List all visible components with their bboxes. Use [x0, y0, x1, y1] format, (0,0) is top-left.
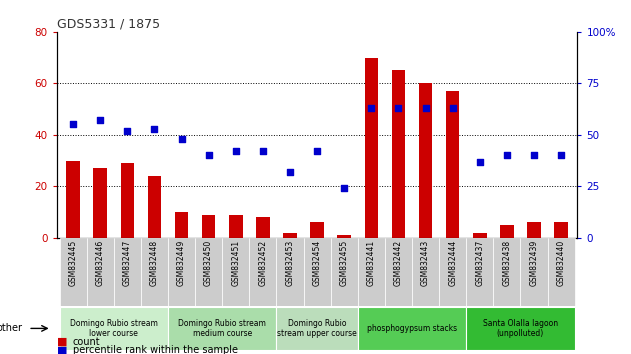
Bar	[365, 58, 378, 238]
Bar	[175, 212, 188, 238]
Text: Domingo Rubio
stream upper course: Domingo Rubio stream upper course	[277, 319, 357, 338]
Bar	[358, 238, 385, 306]
Point	[312, 148, 322, 154]
Bar	[141, 238, 168, 306]
Text: ■: ■	[57, 346, 68, 354]
Bar	[283, 233, 297, 238]
Point	[393, 105, 403, 111]
Point	[122, 128, 133, 133]
Text: GSM832447: GSM832447	[123, 240, 132, 286]
Bar	[473, 233, 487, 238]
Bar	[276, 238, 304, 306]
Text: GSM832440: GSM832440	[557, 240, 565, 286]
Bar	[412, 238, 439, 306]
Text: GDS5331 / 1875: GDS5331 / 1875	[57, 18, 160, 31]
Bar	[528, 222, 541, 238]
Bar	[554, 222, 568, 238]
Bar	[59, 238, 86, 306]
Bar	[439, 238, 466, 306]
Text: GSM832439: GSM832439	[529, 240, 538, 286]
Point	[258, 148, 268, 154]
Point	[204, 153, 214, 158]
Bar	[202, 215, 215, 238]
Text: GSM832446: GSM832446	[96, 240, 105, 286]
Text: ■: ■	[57, 337, 68, 347]
Bar	[148, 176, 161, 238]
Point	[339, 185, 349, 191]
Text: GSM832442: GSM832442	[394, 240, 403, 286]
Text: GSM832453: GSM832453	[285, 240, 295, 286]
Bar	[66, 160, 80, 238]
Point	[447, 105, 457, 111]
Bar	[466, 307, 575, 350]
Text: percentile rank within the sample: percentile rank within the sample	[73, 346, 237, 354]
Bar	[358, 307, 466, 350]
Bar	[121, 163, 134, 238]
Bar	[521, 238, 548, 306]
Bar	[385, 238, 412, 306]
Bar	[195, 238, 222, 306]
Point	[420, 105, 430, 111]
Bar	[304, 238, 331, 306]
Text: GSM832455: GSM832455	[339, 240, 349, 286]
Bar	[168, 307, 276, 350]
Bar	[256, 217, 269, 238]
Text: GSM832451: GSM832451	[231, 240, 240, 286]
Text: phosphogypsum stacks: phosphogypsum stacks	[367, 324, 457, 333]
Point	[68, 122, 78, 127]
Bar	[59, 307, 168, 350]
Bar	[93, 168, 107, 238]
Point	[366, 105, 376, 111]
Text: GSM832449: GSM832449	[177, 240, 186, 286]
Text: GSM832437: GSM832437	[475, 240, 484, 286]
Text: GSM832441: GSM832441	[367, 240, 376, 286]
Point	[231, 148, 241, 154]
Text: Domingo Rubio stream
medium course: Domingo Rubio stream medium course	[178, 319, 266, 338]
Text: Domingo Rubio stream
lower course: Domingo Rubio stream lower course	[70, 319, 158, 338]
Bar	[392, 70, 405, 238]
Bar	[446, 91, 459, 238]
Text: GSM832444: GSM832444	[448, 240, 457, 286]
Point	[150, 126, 160, 131]
Bar	[249, 238, 276, 306]
Point	[556, 153, 566, 158]
Bar	[222, 238, 249, 306]
Bar	[310, 222, 324, 238]
Bar	[548, 238, 575, 306]
Bar	[168, 238, 195, 306]
Text: GSM832445: GSM832445	[69, 240, 78, 286]
Point	[285, 169, 295, 175]
Bar	[331, 238, 358, 306]
Point	[502, 153, 512, 158]
Point	[529, 153, 539, 158]
Bar	[500, 225, 514, 238]
Text: GSM832438: GSM832438	[502, 240, 511, 286]
Point	[475, 159, 485, 164]
Text: GSM832450: GSM832450	[204, 240, 213, 286]
Bar	[466, 238, 493, 306]
Text: GSM832454: GSM832454	[312, 240, 322, 286]
Point	[177, 136, 187, 142]
Bar	[276, 307, 358, 350]
Bar	[86, 238, 114, 306]
Text: other: other	[0, 324, 23, 333]
Text: Santa Olalla lagoon
(unpolluted): Santa Olalla lagoon (unpolluted)	[483, 319, 558, 338]
Bar	[338, 235, 351, 238]
Point	[95, 118, 105, 123]
Bar	[493, 238, 521, 306]
Bar	[419, 83, 432, 238]
Text: GSM832452: GSM832452	[258, 240, 268, 286]
Text: GSM832443: GSM832443	[421, 240, 430, 286]
Text: GSM832448: GSM832448	[150, 240, 159, 286]
Bar	[114, 238, 141, 306]
Text: count: count	[73, 337, 100, 347]
Bar	[229, 215, 242, 238]
